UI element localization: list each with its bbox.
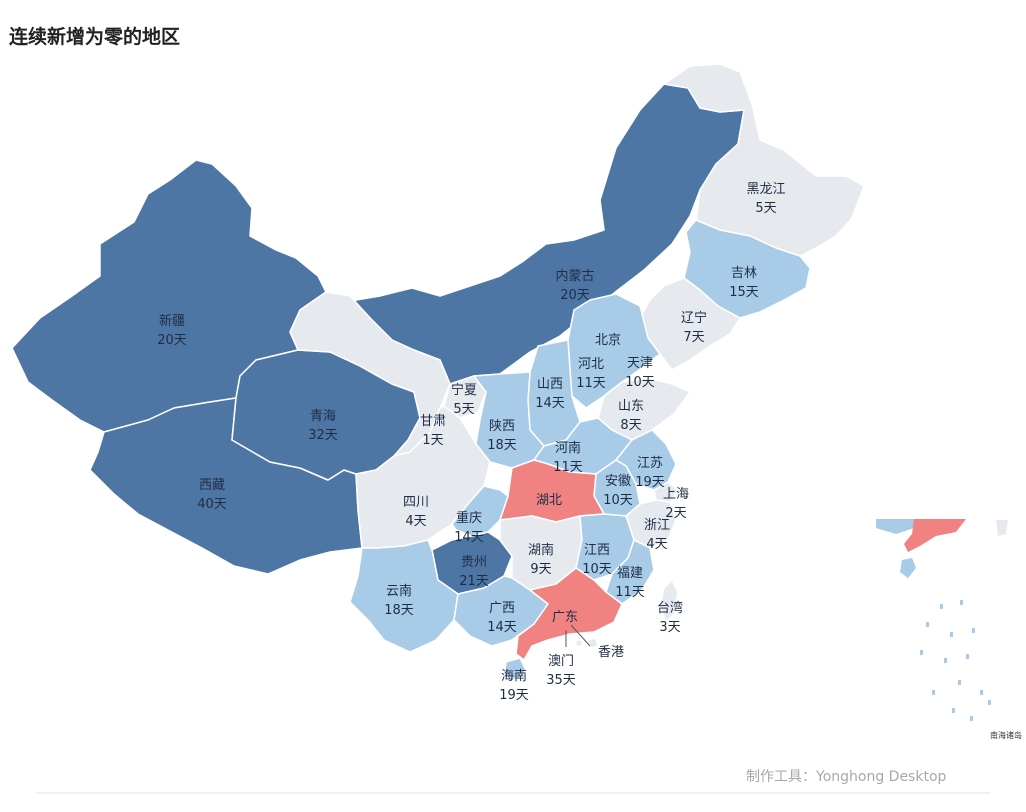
- region-name-label: 浙江: [644, 518, 670, 533]
- inset-hainan: [900, 558, 916, 578]
- inset-island-mark: [944, 658, 947, 663]
- region-name-label: 黑龙江: [746, 182, 785, 197]
- region-name-label: 海南: [501, 668, 527, 684]
- region-重庆[interactable]: [451, 485, 509, 537]
- region-name-label: 四川: [403, 495, 429, 510]
- inset-island-mark: [920, 650, 923, 655]
- inset-island-mark: [940, 604, 943, 609]
- region-days-label: 20天: [560, 288, 590, 303]
- inset-guangxi: [876, 519, 914, 534]
- region-days-label: 15天: [729, 285, 759, 300]
- region-name-label: 河北: [578, 357, 604, 372]
- region-days-label: 35天: [546, 673, 576, 688]
- region-海南[interactable]: [503, 657, 527, 681]
- region-name-label: 甘肃: [420, 414, 446, 429]
- region-name-label: 澳门: [548, 653, 574, 669]
- region-days-label: 10天: [625, 375, 655, 390]
- region-days-label: 10天: [582, 562, 612, 577]
- region-上海[interactable]: [653, 481, 679, 503]
- bottom-divider: [36, 792, 990, 794]
- region-name-label: 山西: [537, 377, 563, 392]
- region-days-label: 14天: [454, 530, 484, 545]
- region-name-label: 西藏: [199, 478, 225, 493]
- region-name-label: 台湾: [657, 600, 683, 616]
- inset-island-mark: [950, 632, 953, 637]
- region-days-label: 2天: [665, 506, 686, 521]
- inset-island-mark: [970, 716, 973, 721]
- region-name-label: 重庆: [456, 510, 482, 526]
- region-days-label: 5天: [453, 402, 474, 417]
- region-days-label: 4天: [405, 514, 426, 529]
- south-china-sea-inset: 南海诸岛: [876, 519, 1022, 740]
- region-days-label: 14天: [535, 396, 565, 411]
- region-name-label: 安徽: [605, 474, 631, 489]
- inset-guangdong: [904, 519, 966, 552]
- region-name-label: 香港: [598, 645, 624, 660]
- inset-island-mark: [960, 600, 963, 605]
- inset-island-mark: [980, 690, 983, 695]
- region-name-label: 江西: [584, 543, 610, 558]
- inset-taiwan: [996, 520, 1008, 536]
- region-days-label: 8天: [620, 418, 641, 433]
- region-days-label: 18天: [384, 603, 414, 618]
- inset-island-mark: [988, 700, 991, 705]
- region-name-label: 福建: [617, 566, 643, 581]
- inset-island-mark: [966, 654, 969, 659]
- region-days-label: 4天: [646, 537, 667, 552]
- inset-island-mark: [958, 680, 961, 685]
- region-name-label: 陕西: [489, 419, 515, 434]
- region-days-label: 18天: [487, 438, 517, 453]
- region-辽宁[interactable]: [639, 277, 741, 371]
- region-days-label: 7天: [683, 330, 704, 345]
- region-吉林[interactable]: [683, 219, 811, 319]
- region-name-label: 云南: [386, 583, 412, 599]
- region-name-label: 江苏: [637, 455, 663, 471]
- region-name-label: 广西: [489, 601, 515, 616]
- inset-label: 南海诸岛: [990, 730, 1022, 740]
- region-黑龙江[interactable]: [663, 63, 865, 257]
- region-days-label: 19天: [499, 688, 529, 703]
- region-name-label: 河南: [555, 440, 581, 456]
- region-days-label: 11天: [576, 376, 606, 391]
- region-days-label: 10天: [603, 493, 633, 508]
- region-name-label: 天津: [627, 356, 653, 371]
- region-name-label: 内蒙古: [555, 268, 594, 284]
- region-days-label: 32天: [308, 428, 338, 443]
- region-name-label: 青海: [310, 409, 336, 424]
- region-name-label: 辽宁: [681, 310, 707, 326]
- region-days-label: 14天: [487, 620, 517, 635]
- region-name-label: 山东: [618, 399, 644, 414]
- inset-island-mark: [972, 628, 975, 633]
- region-days-label: 5天: [755, 201, 776, 216]
- map-title: 连续新增为零的地区: [9, 26, 181, 48]
- region-days-label: 3天: [659, 620, 680, 635]
- region-name-label: 湖南: [528, 542, 554, 558]
- region-days-label: 19天: [635, 475, 665, 490]
- region-name-label: 上海: [663, 487, 689, 502]
- region-days-label: 20天: [157, 333, 187, 348]
- region-days-label: 11天: [553, 460, 583, 475]
- label-leader-lines: [565, 624, 591, 647]
- region-name-label: 贵州: [461, 555, 487, 570]
- region-台湾[interactable]: [659, 579, 679, 623]
- region-澳门[interactable]: [575, 639, 583, 647]
- region-name-label: 广东: [552, 610, 578, 625]
- region-香港[interactable]: [587, 637, 599, 649]
- region-name-label: 吉林: [731, 266, 757, 281]
- region-days-label: 9天: [530, 562, 551, 577]
- region-days-label: 40天: [197, 497, 227, 512]
- region-广东[interactable]: [515, 567, 623, 661]
- region-days-label: 11天: [615, 585, 645, 600]
- inset-island-mark: [952, 708, 955, 713]
- region-name-label: 北京: [595, 333, 621, 348]
- region-name-label: 湖北: [536, 493, 562, 508]
- inset-island-mark: [932, 690, 935, 695]
- region-name-label: 新疆: [159, 313, 185, 329]
- inset-island-mark: [926, 622, 929, 627]
- region-days-label: 1天: [422, 433, 443, 448]
- footer-credit: 制作工具：Yonghong Desktop: [746, 769, 947, 785]
- region-days-label: 21天: [459, 574, 489, 589]
- region-name-label: 宁夏: [451, 382, 477, 398]
